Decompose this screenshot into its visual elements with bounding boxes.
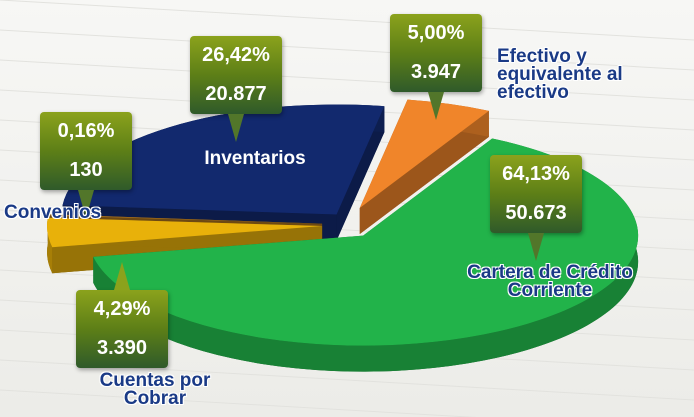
bg-grid	[0, 29, 694, 71]
category-label: Convenios	[4, 202, 102, 223]
percent-label: 64,13%	[502, 163, 570, 185]
amount-label: 20.877	[205, 83, 267, 105]
amount-label: 3.947	[410, 61, 462, 83]
callout: 4,29% 3.390	[76, 262, 168, 368]
category-label: Inventarios	[204, 148, 306, 169]
callout: 5,00% 3.947	[390, 14, 482, 120]
pie-slice	[359, 99, 489, 234]
callout: 0,16% 130	[40, 112, 132, 218]
category-label: Efectivo y equivalente al efectivo	[497, 46, 623, 103]
percent-label: 5,00%	[407, 22, 465, 44]
slice-wall	[336, 106, 385, 241]
amount-label: 130	[69, 159, 103, 181]
category-label: Cartera de Crédito Corriente	[467, 262, 633, 301]
bg-grid	[0, 389, 478, 417]
slice-top	[62, 104, 385, 215]
amount-label: 3.390	[96, 337, 148, 359]
slice-top	[47, 214, 323, 224]
slice-wall	[359, 110, 489, 234]
callout: 26,42% 20.877	[190, 36, 282, 142]
slice-side	[47, 217, 53, 274]
percent-label: 26,42%	[202, 44, 270, 66]
percent-label: 0,16%	[57, 120, 115, 142]
slice-top	[47, 217, 323, 248]
bg-grid	[0, 59, 694, 101]
amount-label: 50.673	[505, 202, 567, 224]
bg-grid	[0, 0, 694, 41]
percent-label: 4,29%	[93, 298, 151, 320]
callout: 64,13% 50.673	[490, 155, 582, 261]
slice-top	[359, 99, 489, 208]
category-label: Cuentas por Cobrar	[99, 370, 211, 409]
